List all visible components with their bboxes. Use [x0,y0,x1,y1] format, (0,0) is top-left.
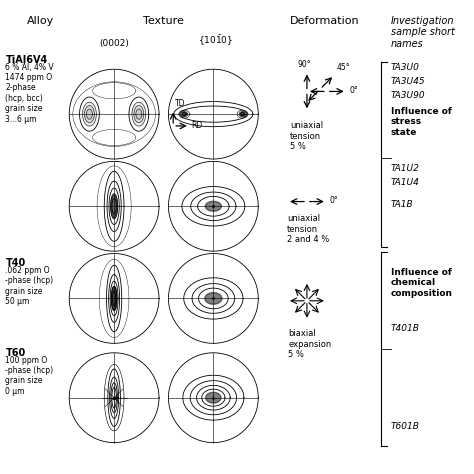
Text: 100 ppm O
-phase (hcp)
grain size
0 μm: 100 ppm O -phase (hcp) grain size 0 μm [5,356,54,396]
Text: T601B: T601B [391,422,419,431]
Text: 0°: 0° [329,196,338,205]
Polygon shape [132,102,146,126]
Text: $\{10\bar{1}0\}$: $\{10\bar{1}0\}$ [198,33,233,48]
Text: Investigation
sample short
names: Investigation sample short names [391,16,455,49]
Text: T40: T40 [5,258,26,268]
Polygon shape [182,112,186,116]
Text: TiAl6V4: TiAl6V4 [5,55,48,65]
Text: TD: TD [174,99,185,108]
Polygon shape [111,195,117,218]
Text: TA1U2: TA1U2 [391,164,419,173]
Text: TA3U0: TA3U0 [391,63,419,72]
Polygon shape [84,106,94,123]
Text: TA3U45: TA3U45 [391,77,425,86]
Text: T401B: T401B [391,324,419,333]
Polygon shape [136,109,142,119]
Text: Influence of
stress
state: Influence of stress state [391,107,451,137]
Text: Deformation: Deformation [290,16,359,26]
Text: RD: RD [191,121,202,130]
Polygon shape [205,292,222,304]
Text: uniaxial
tension
5 %: uniaxial tension 5 % [290,121,323,151]
Polygon shape [82,102,96,126]
Polygon shape [205,201,221,211]
Text: 90°: 90° [298,60,311,69]
Text: TA1B: TA1B [391,200,413,209]
Text: 0°: 0° [349,86,358,95]
Text: Alloy: Alloy [27,16,54,26]
Polygon shape [206,392,221,403]
Text: Texture: Texture [143,16,184,26]
Text: TA3U90: TA3U90 [391,91,425,100]
Text: .062 ppm O
-phase (hcp)
grain size
50 μm: .062 ppm O -phase (hcp) grain size 50 μm [5,266,54,306]
Polygon shape [111,286,117,310]
Text: uniaxial
tension
2 and 4 %: uniaxial tension 2 and 4 % [287,214,329,244]
Polygon shape [134,106,144,123]
Text: biaxial
expansion
5 %: biaxial expansion 5 % [288,329,331,359]
Text: TA1U4: TA1U4 [391,178,419,187]
Text: T60: T60 [5,348,26,358]
Polygon shape [240,112,245,116]
Text: 45°: 45° [337,64,350,73]
Text: Influence of
chemical
composition: Influence of chemical composition [391,268,453,298]
Text: 6 % Al, 4% V
1474 ppm O
2-phase
(hcp, bcc)
grain size
3...6 μm: 6 % Al, 4% V 1474 ppm O 2-phase (hcp, bc… [5,63,54,124]
Text: (0002): (0002) [99,39,129,48]
Polygon shape [86,109,92,119]
